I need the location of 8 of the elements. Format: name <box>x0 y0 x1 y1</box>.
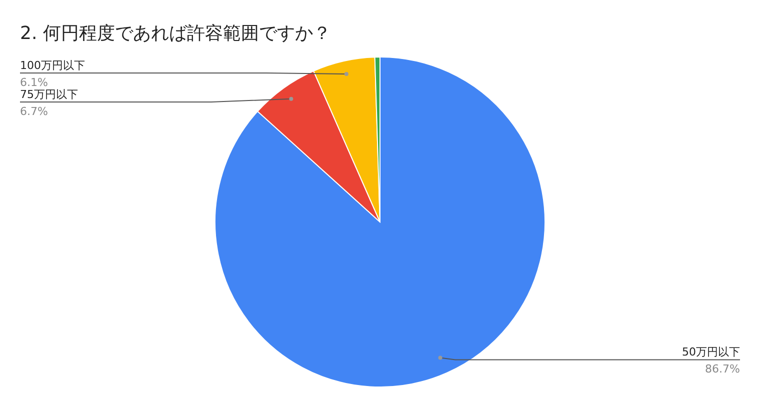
data-label: 86.7% <box>705 362 740 376</box>
data-label: 6.7% <box>20 105 48 118</box>
pie-slice <box>214 56 546 388</box>
chart-title: 2. 何円程度であれば許容範囲ですか？ <box>20 23 331 44</box>
slice-label: 50万円以下 <box>682 346 740 359</box>
data-label: 6.1% <box>20 76 48 89</box>
slice-label: 75万円以下 <box>20 88 78 101</box>
slice-label: 100万円以下 <box>20 59 85 72</box>
